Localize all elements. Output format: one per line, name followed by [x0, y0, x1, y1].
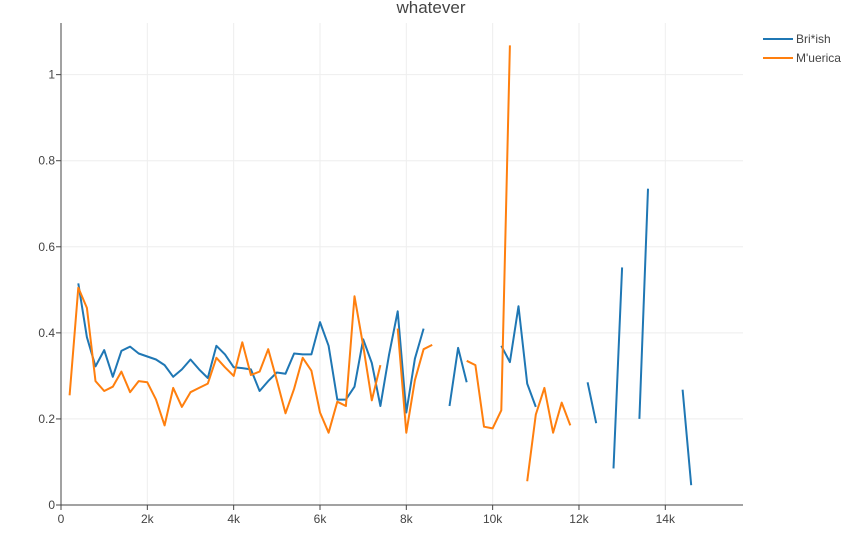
- series-1: [77, 188, 693, 486]
- y-tick-labels: 0 0.2 0.4 0.6 0.8 1: [38, 68, 61, 512]
- series-2: [68, 45, 572, 482]
- axes: [60, 23, 743, 506]
- legend-item[interactable]: M'uerica: [763, 51, 841, 65]
- series-line: [77, 188, 693, 486]
- y-tick-label: 1: [48, 68, 55, 82]
- y-tick-label: 0.6: [38, 240, 55, 254]
- x-tick-label: 14k: [656, 512, 676, 526]
- grid-lines: [61, 23, 743, 505]
- x-tick-label: 8k: [400, 512, 414, 526]
- x-tick-label: 10k: [483, 512, 503, 526]
- legend[interactable]: Bri*ish M'uerica: [763, 32, 841, 65]
- x-tick-label: 2k: [141, 512, 155, 526]
- legend-item[interactable]: Bri*ish: [763, 32, 831, 46]
- legend-label: M'uerica: [796, 51, 841, 65]
- y-tick-label: 0.8: [38, 154, 55, 168]
- x-tick-label: 12k: [569, 512, 589, 526]
- y-tick-label: 0.4: [38, 326, 55, 340]
- series-lines: [68, 45, 693, 486]
- x-tick-label: 6k: [314, 512, 328, 526]
- series-line: [68, 45, 572, 482]
- legend-label: Bri*ish: [796, 32, 831, 46]
- x-tick-label: 4k: [227, 512, 241, 526]
- y-tick-label: 0: [48, 498, 55, 512]
- chart-title: whatever: [396, 0, 466, 17]
- x-tick-label: 0: [58, 512, 65, 526]
- x-tick-labels: 0 2k 4k 6k 8k 10k 12k 14k: [58, 505, 676, 526]
- y-tick-label: 0.2: [38, 412, 55, 426]
